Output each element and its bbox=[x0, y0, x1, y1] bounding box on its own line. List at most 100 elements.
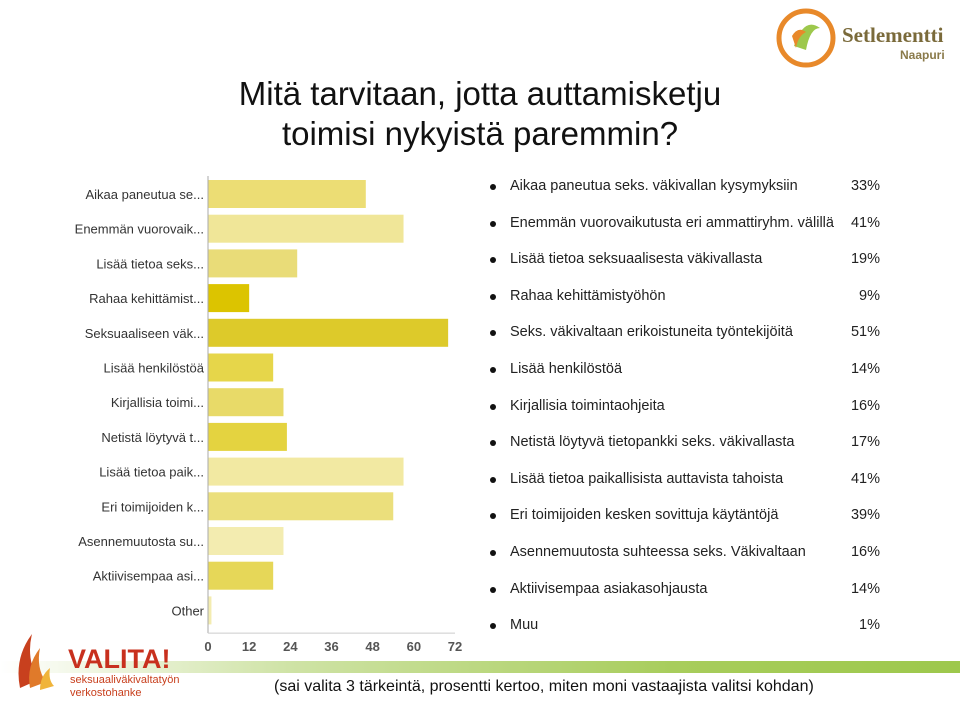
x-tick-label: 48 bbox=[365, 639, 379, 654]
bullet-icon bbox=[490, 586, 496, 593]
list-item: Lisää tietoa paikallisista auttavista ta… bbox=[490, 471, 890, 493]
title-line-2: toimisi nykyistä paremmin? bbox=[281, 115, 679, 152]
category-label: Lisää tietoa seks... bbox=[96, 256, 204, 271]
category-label: Asennemuutosta su... bbox=[78, 534, 204, 549]
setlementti-naapuri-logo: Setlementti Naapuri bbox=[776, 8, 945, 68]
bar bbox=[208, 284, 250, 313]
list-item: Kirjallisia toimintaohjeita 16% bbox=[490, 398, 890, 420]
x-tick-label: 0 bbox=[204, 639, 211, 654]
bar bbox=[208, 353, 274, 382]
list-item-text: Aikaa paneutua seks. väkivallan kysymyks… bbox=[510, 178, 798, 194]
bar bbox=[208, 249, 298, 278]
x-tick-label: 36 bbox=[324, 639, 338, 654]
list-item-text: Netistä löytyvä tietopankki seks. väkiva… bbox=[510, 434, 795, 451]
logo-ring-icon bbox=[776, 8, 836, 68]
list-item: Netistä löytyvä tietopankki seks. väkiva… bbox=[490, 434, 890, 456]
bullet-icon bbox=[490, 184, 496, 190]
bar-chart: Aikaa paneutua se... Enemmän vuorovaik...… bbox=[75, 176, 462, 654]
list-item: Muu 1% bbox=[490, 617, 890, 639]
bullet-icon bbox=[490, 293, 496, 300]
valita-name: VALITA! bbox=[68, 644, 170, 674]
valita-sub-2: verkostohanke bbox=[70, 687, 142, 699]
category-label: Netistä löytyvä t... bbox=[101, 430, 204, 445]
list-item-percent: 19% bbox=[850, 251, 880, 268]
list-item-text: Kirjallisia toimintaohjeita bbox=[510, 397, 665, 414]
bar bbox=[208, 561, 274, 590]
list-item: Lisää henkilöstöä 14% bbox=[490, 361, 890, 383]
bullet-icon bbox=[490, 440, 496, 447]
bullet-icon bbox=[490, 550, 496, 556]
category-label: Eri toimijoiden k... bbox=[101, 499, 204, 514]
bullet-icon bbox=[490, 476, 496, 483]
x-tick-label: 72 bbox=[448, 639, 462, 654]
bar bbox=[208, 422, 287, 451]
category-label: Enemmän vuorovaik... bbox=[75, 222, 204, 237]
bar bbox=[208, 318, 449, 347]
logo-leaf-icon bbox=[794, 24, 820, 50]
bullet-icon bbox=[490, 513, 496, 520]
bullet-icon bbox=[490, 257, 496, 264]
list-item-text: Seks. väkivaltaan erikoistuneita työntek… bbox=[510, 324, 793, 341]
list-item-text: Lisää tietoa paikallisista auttavista ta… bbox=[510, 470, 784, 487]
list-item: Asennemuutosta suhteessa seks. Väkivalta… bbox=[490, 544, 890, 566]
list-item-text: Muu bbox=[510, 617, 539, 634]
valita-logo: VALITA! seksuaaliväkivaltatyön verkostoh… bbox=[18, 634, 179, 699]
x-tick-label: 60 bbox=[407, 639, 421, 654]
list-item-text: Aktiivisempaa asiakasohjausta bbox=[510, 580, 708, 597]
list-item-percent: 16% bbox=[850, 397, 880, 414]
list-item-percent: 17% bbox=[850, 434, 880, 451]
category-label: Aktiivisempaa asi... bbox=[93, 569, 204, 584]
bar bbox=[208, 180, 366, 208]
list-item-percent: 33% bbox=[850, 178, 880, 194]
list-item-text: Asennemuutosta suhteessa seks. Väkivalta… bbox=[510, 544, 806, 560]
list-item-text: Lisää henkilöstöä bbox=[510, 361, 623, 377]
list-item: Eri toimijoiden kesken sovittuja käytänt… bbox=[490, 507, 890, 529]
list-item-percent: 41% bbox=[850, 470, 880, 487]
x-tick-label: 12 bbox=[242, 639, 256, 654]
bar bbox=[208, 596, 212, 625]
bullet-icon bbox=[490, 330, 496, 337]
list-item: Enemmän vuorovaikutusta eri ammattiryhm.… bbox=[490, 215, 890, 237]
category-label: Rahaa kehittämist... bbox=[89, 291, 204, 306]
list-item: Rahaa kehittämistyöhön 9% bbox=[490, 288, 890, 310]
flame-core-icon bbox=[40, 668, 54, 690]
bar bbox=[208, 388, 284, 417]
list-item: Lisää tietoa seksuaalisesta väkivallasta… bbox=[490, 251, 890, 273]
footer-band bbox=[0, 661, 960, 673]
category-label: Lisää tietoa paik... bbox=[99, 465, 204, 480]
list-item-text: Eri toimijoiden kesken sovittuja käytänt… bbox=[510, 507, 779, 524]
bar bbox=[208, 492, 394, 521]
bullet-icon bbox=[490, 220, 496, 227]
list-item-percent: 16% bbox=[850, 544, 880, 560]
logo-name: Setlementti bbox=[842, 23, 944, 47]
list-item-percent: 14% bbox=[850, 361, 880, 377]
list-item-percent: 14% bbox=[850, 580, 880, 597]
list-item-text: Enemmän vuorovaikutusta eri ammattiryhm.… bbox=[510, 214, 834, 231]
x-tick-label: 24 bbox=[283, 639, 298, 654]
category-label: Aikaa paneutua se... bbox=[85, 187, 204, 202]
footnote: (sai valita 3 tärkeintä, prosentti kerto… bbox=[274, 678, 814, 695]
title-line-1: Mitä tarvitaan, jotta auttamisketju bbox=[238, 75, 722, 112]
list-item-percent: 51% bbox=[850, 324, 880, 341]
logo-hand-icon bbox=[792, 29, 806, 48]
category-label: Lisää henkilöstöä bbox=[104, 361, 205, 376]
flame-inner-icon bbox=[29, 648, 46, 688]
bar bbox=[208, 527, 284, 555]
list-item-percent: 1% bbox=[859, 617, 880, 634]
bar bbox=[208, 214, 404, 243]
category-label: Kirjallisia toimi... bbox=[111, 395, 204, 410]
category-label: Other bbox=[171, 603, 204, 618]
list-item: Seks. väkivaltaan erikoistuneita työntek… bbox=[490, 324, 890, 346]
bar bbox=[208, 457, 404, 486]
list-item-text: Rahaa kehittämistyöhön bbox=[510, 287, 666, 304]
list-item-percent: 9% bbox=[859, 287, 880, 304]
list-item-percent: 41% bbox=[850, 214, 880, 231]
logo-subname: Naapuri bbox=[900, 48, 945, 62]
page-title: Mitä tarvitaan, jotta auttamisketju toim… bbox=[200, 74, 760, 154]
list-item: Aktiivisempaa asiakasohjausta 14% bbox=[490, 581, 890, 603]
list-item-text: Lisää tietoa seksuaalisesta väkivallasta bbox=[510, 251, 763, 268]
category-label: Seksuaaliseen väk... bbox=[85, 326, 204, 341]
list-item-percent: 39% bbox=[850, 507, 880, 524]
bullet-icon bbox=[490, 623, 496, 630]
list-item: Aikaa paneutua seks. väkivallan kysymyks… bbox=[490, 178, 890, 200]
